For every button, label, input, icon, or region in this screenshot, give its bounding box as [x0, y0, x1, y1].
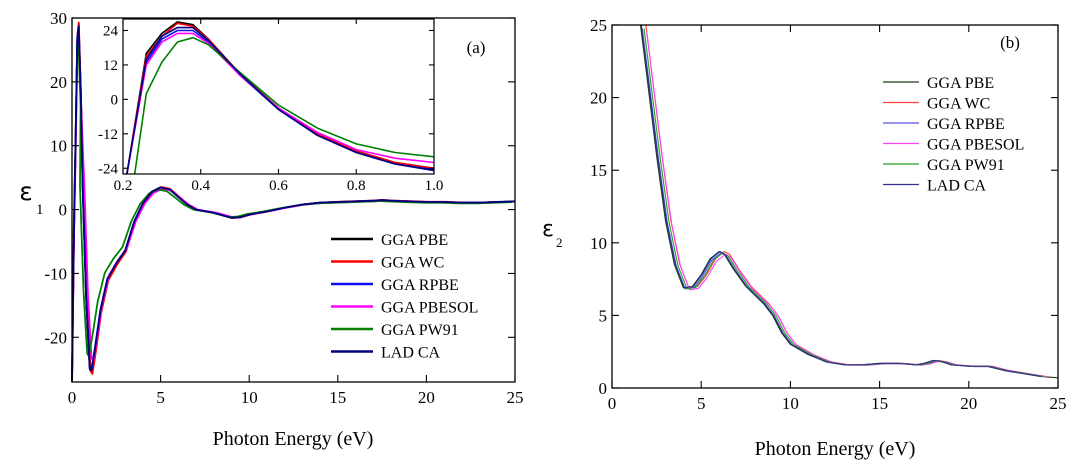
panel-a-ytick-label: -10: [44, 264, 67, 283]
panel-a-legend: GGA PBE GGA WC GGA RPBE GGA PBESOL GGA PW91 L…: [331, 232, 478, 362]
panel-b-ylabel-subscript: 2: [556, 235, 563, 250]
panel-a-ytick-label: 20: [50, 73, 67, 92]
panel-b-xtick-label: 20: [960, 394, 977, 413]
panel-a-ylabel-symbol: ε: [19, 177, 33, 206]
legend-label: GGA WC: [927, 96, 990, 113]
inset-xtick-label: 0.8: [347, 178, 366, 194]
legend-label: GGA PBE: [381, 232, 448, 249]
inset: 0.2 0.4 0.6 0.8 1.0 -24 -12 0 12 24: [98, 18, 443, 194]
panel-a-ytick-label: 10: [50, 137, 67, 156]
panel-b-ytick-label: 5: [599, 306, 608, 325]
panel-b-legend: GGA PBE GGA WC GGA RPBE GGA PBESOL GGA PW91 L…: [883, 75, 1024, 195]
panel-a-xtick-label: 5: [156, 388, 165, 407]
legend-label: GGA RPBE: [381, 277, 459, 294]
panel-a-ylabel-subscript: 1: [36, 202, 44, 218]
panel-b-ytick-label: 0: [599, 379, 608, 398]
inset-series-line: [126, 26, 435, 175]
inset-xtick-label: 1.0: [425, 178, 444, 194]
legend-label: GGA PBESOL: [381, 300, 478, 317]
panel-a-plot-lines: [71, 21, 516, 383]
legend-label: GGA PW91: [381, 322, 459, 339]
panel-b-series-line: [640, 24, 1042, 377]
legend-label: LAD CA: [927, 178, 987, 195]
legend-label: GGA PBESOL: [927, 137, 1024, 154]
inset-plot-lines: [126, 21, 435, 175]
legend-label: GGA PW91: [927, 157, 1005, 174]
panel-a-xlabel: Photon Energy (eV): [213, 428, 374, 450]
panel-a-xtick-label: 15: [329, 388, 346, 407]
panel-a-axes: 0 5 10 15 20 25 -20 -10 0 10 20 30: [44, 9, 523, 407]
panel-a-ytick-label: -20: [44, 328, 67, 347]
legend-label: GGA RPBE: [927, 116, 1005, 133]
panel-a-ytick-label: 30: [50, 9, 67, 28]
inset-xtick-label: 0.2: [114, 178, 133, 194]
panel-a-series-line: [71, 25, 516, 381]
inset-ytick-label: 12: [103, 58, 118, 74]
panel-a-xtick-label: 25: [507, 388, 524, 407]
inset-xtick-label: 0.4: [191, 178, 210, 194]
panel-b-ytick-label: 25: [590, 16, 607, 35]
panel-b-xtick-label: 10: [782, 394, 799, 413]
panel-b-xtick-label: 15: [871, 394, 888, 413]
panel-b-frame: [611, 24, 1059, 389]
panel-b-series-line: [646, 32, 1047, 378]
inset-series-line: [133, 36, 435, 175]
panel-b-ylabel: ε 2: [542, 217, 562, 250]
panel-a-xtick-label: 20: [418, 388, 435, 407]
panel-b-ytick-label: 20: [590, 89, 607, 108]
panel-a-label: (a): [467, 38, 486, 57]
inset-ytick-label: -12: [98, 127, 118, 143]
inset-ytick-label: 0: [111, 92, 119, 108]
panel-b-label: (b): [1000, 33, 1020, 52]
panel-a-ytick-label: 0: [59, 201, 68, 220]
panel-b-series-line: [639, 24, 1059, 379]
panel-b-ylabel-symbol: ε: [542, 217, 554, 242]
inset-xtick-label: 0.6: [269, 178, 288, 194]
inset-axes: 0.2 0.4 0.6 0.8 1.0 -24 -12 0 12 24: [98, 19, 443, 194]
panel-b-ytick-label: 10: [590, 234, 607, 253]
panel-b-series-line: [643, 28, 1044, 378]
panel-b-ytick-label: 15: [590, 161, 607, 180]
panel-b-xlabel: Photon Energy (eV): [755, 438, 916, 460]
panel-b-xtick-label: 0: [608, 394, 617, 413]
panel-b-xtick-label: 25: [1050, 394, 1067, 413]
panel-a-xtick-label: 10: [241, 388, 258, 407]
panel-a-ylabel: ε 1: [19, 177, 43, 218]
panel-a-frame: [71, 17, 516, 383]
panel-a-xtick-label: 0: [68, 388, 77, 407]
legend-label: GGA WC: [381, 255, 444, 272]
panel-b-plot-lines: [639, 24, 1059, 379]
inset-ytick-label: 24: [103, 23, 119, 39]
legend-label: LAD CA: [381, 345, 441, 362]
panel-b-axes: 0 5 10 15 20 25 0 5 10 15 20 25: [590, 16, 1067, 413]
legend-label: GGA PBE: [927, 75, 994, 92]
panel-b-xtick-label: 5: [697, 394, 706, 413]
inset-ytick-label: -24: [98, 161, 118, 177]
